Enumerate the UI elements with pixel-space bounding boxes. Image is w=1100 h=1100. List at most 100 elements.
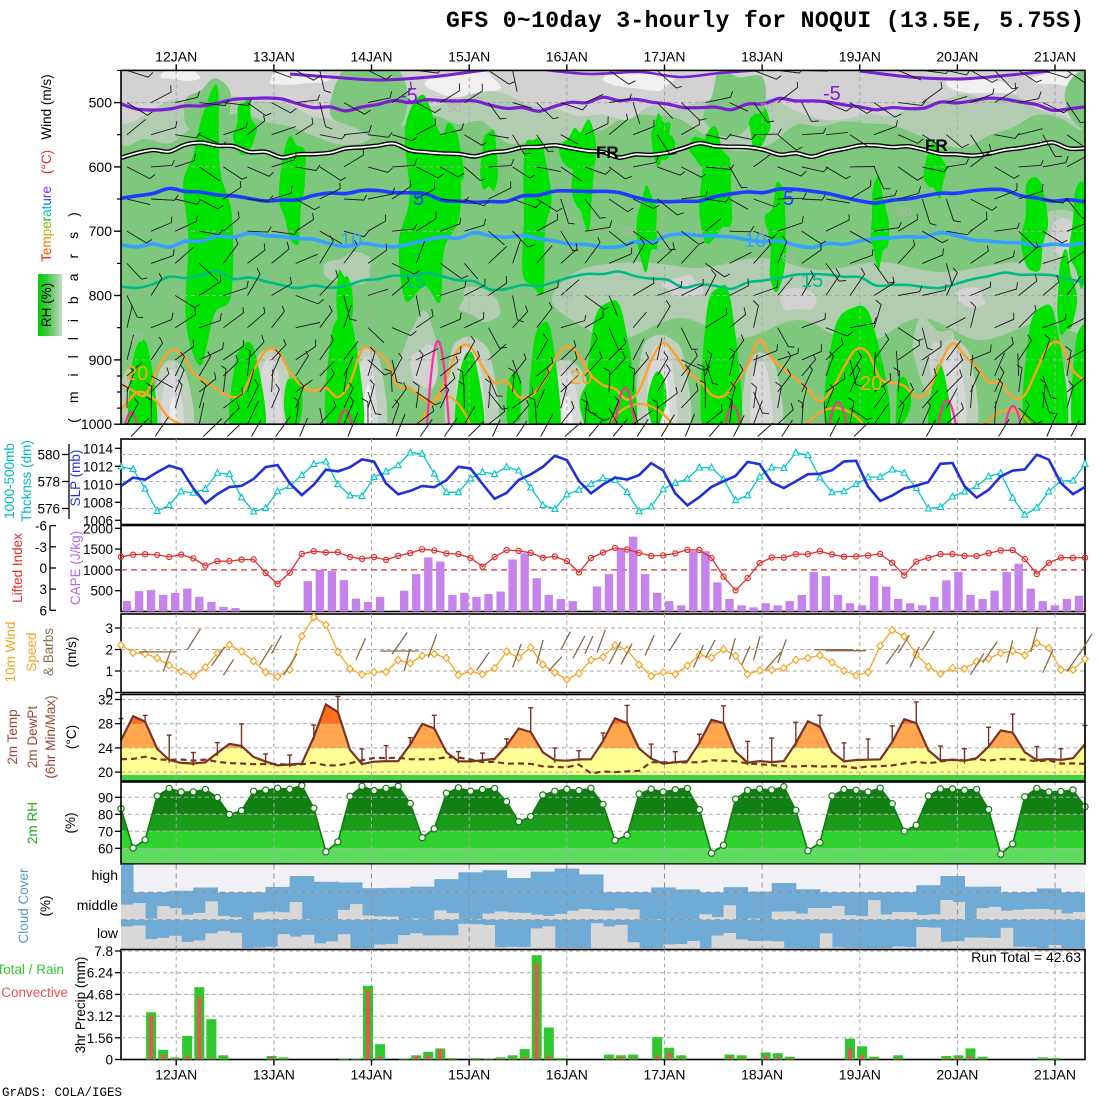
svg-text:21JAN: 21JAN bbox=[1034, 48, 1076, 64]
svg-text:low: low bbox=[97, 925, 119, 941]
svg-text:FR: FR bbox=[596, 143, 619, 162]
svg-text:90: 90 bbox=[782, 251, 796, 265]
svg-text:90: 90 bbox=[898, 205, 912, 219]
svg-text:(6hr Min/Max): (6hr Min/Max) bbox=[43, 695, 58, 778]
svg-text:14JAN: 14JAN bbox=[350, 1067, 392, 1083]
svg-text:2000: 2000 bbox=[83, 521, 113, 536]
svg-text:3hr Precip (mm): 3hr Precip (mm) bbox=[73, 957, 88, 1054]
svg-text:600: 600 bbox=[89, 159, 113, 175]
svg-text:(°C): (°C) bbox=[64, 725, 79, 749]
svg-text:15: 15 bbox=[801, 270, 823, 292]
svg-text:-6: -6 bbox=[35, 519, 47, 534]
svg-text:FR: FR bbox=[925, 136, 948, 155]
svg-text:14JAN: 14JAN bbox=[350, 48, 392, 64]
svg-text:1000: 1000 bbox=[81, 416, 112, 432]
svg-text:0: 0 bbox=[39, 561, 47, 576]
svg-text:24: 24 bbox=[98, 741, 114, 756]
svg-text:high: high bbox=[92, 867, 118, 883]
svg-text:3: 3 bbox=[105, 621, 113, 636]
svg-text:576: 576 bbox=[37, 502, 60, 517]
svg-text:1006: 1006 bbox=[83, 513, 113, 528]
svg-text:1012: 1012 bbox=[83, 459, 113, 474]
svg-text:-5: -5 bbox=[400, 85, 418, 107]
svg-text:1: 1 bbox=[105, 664, 113, 679]
svg-text:0: 0 bbox=[105, 686, 113, 701]
svg-text:1014: 1014 bbox=[83, 441, 114, 456]
svg-text:Lifted Index: Lifted Index bbox=[10, 533, 25, 603]
svg-text:90: 90 bbox=[98, 790, 113, 805]
svg-text:10: 10 bbox=[744, 230, 766, 252]
svg-text:(m/s): (m/s) bbox=[64, 637, 79, 668]
svg-text:Temperature: Temperature bbox=[39, 186, 54, 262]
svg-text:900: 900 bbox=[89, 352, 113, 368]
svg-text:2m RH: 2m RH bbox=[25, 802, 40, 844]
svg-text:-3: -3 bbox=[35, 540, 47, 555]
svg-text:(millibars): (millibars) bbox=[65, 197, 81, 423]
svg-text:Speed: Speed bbox=[24, 632, 39, 671]
svg-text:2m DewPt: 2m DewPt bbox=[25, 706, 40, 769]
svg-text:500: 500 bbox=[89, 95, 113, 111]
svg-text:15: 15 bbox=[404, 271, 426, 293]
svg-text:7.8: 7.8 bbox=[94, 944, 113, 959]
svg-text:32: 32 bbox=[98, 693, 113, 708]
svg-text:2: 2 bbox=[105, 643, 113, 658]
svg-text:700: 700 bbox=[89, 223, 113, 239]
svg-text:1010: 1010 bbox=[83, 477, 113, 492]
svg-text:(°C): (°C) bbox=[39, 150, 54, 174]
svg-text:19JAN: 19JAN bbox=[839, 48, 881, 64]
svg-text:70: 70 bbox=[760, 101, 774, 115]
svg-text:10: 10 bbox=[340, 230, 362, 252]
svg-text:(%): (%) bbox=[63, 813, 78, 834]
svg-text:Cloud Cover: Cloud Cover bbox=[16, 868, 31, 944]
svg-text:2m Temp: 2m Temp bbox=[5, 709, 20, 764]
svg-text:15JAN: 15JAN bbox=[448, 48, 490, 64]
svg-text:70: 70 bbox=[620, 225, 634, 239]
svg-text:& Barbs: & Barbs bbox=[41, 628, 56, 676]
svg-text:15JAN: 15JAN bbox=[448, 1067, 490, 1083]
svg-text:16JAN: 16JAN bbox=[546, 1067, 588, 1083]
svg-text:20: 20 bbox=[98, 765, 113, 780]
svg-text:10m Wind: 10m Wind bbox=[3, 622, 18, 683]
svg-text:17JAN: 17JAN bbox=[643, 48, 685, 64]
svg-text:-5: -5 bbox=[823, 83, 841, 105]
svg-text:13JAN: 13JAN bbox=[253, 48, 295, 64]
svg-text:6: 6 bbox=[39, 603, 47, 618]
svg-text:Wind (m/s): Wind (m/s) bbox=[39, 74, 54, 139]
svg-text:1008: 1008 bbox=[83, 495, 113, 510]
svg-text:70: 70 bbox=[130, 331, 144, 345]
svg-text:1.56: 1.56 bbox=[87, 1031, 113, 1046]
svg-text:18JAN: 18JAN bbox=[741, 48, 783, 64]
svg-text:6.24: 6.24 bbox=[87, 966, 114, 981]
svg-text:21JAN: 21JAN bbox=[1034, 1067, 1076, 1083]
svg-text:SLP (mb): SLP (mb) bbox=[68, 450, 83, 507]
svg-text:17JAN: 17JAN bbox=[643, 1067, 685, 1083]
svg-text:4.68: 4.68 bbox=[87, 987, 113, 1002]
svg-text:Convective: Convective bbox=[1, 985, 68, 1000]
svg-text:1000: 1000 bbox=[83, 563, 113, 578]
svg-text:12JAN: 12JAN bbox=[155, 48, 197, 64]
svg-text:3: 3 bbox=[39, 582, 47, 597]
svg-text:5: 5 bbox=[413, 188, 424, 210]
svg-text:20: 20 bbox=[126, 363, 148, 385]
svg-text:70: 70 bbox=[98, 824, 113, 839]
svg-text:800: 800 bbox=[89, 288, 113, 304]
svg-text:580: 580 bbox=[37, 448, 60, 463]
svg-text:1000-500mb: 1000-500mb bbox=[2, 443, 17, 519]
svg-text:Run Total = 42.63: Run Total = 42.63 bbox=[971, 949, 1081, 965]
svg-text:RH (%): RH (%) bbox=[39, 283, 54, 327]
svg-text:1500: 1500 bbox=[83, 542, 113, 557]
svg-text:70: 70 bbox=[560, 289, 574, 303]
svg-text:12JAN: 12JAN bbox=[155, 1067, 197, 1083]
svg-text:20: 20 bbox=[860, 373, 882, 395]
svg-text:0: 0 bbox=[105, 1053, 113, 1068]
svg-text:20JAN: 20JAN bbox=[936, 1067, 978, 1083]
svg-text:20JAN: 20JAN bbox=[936, 48, 978, 64]
svg-text:Thcknss (dm): Thcknss (dm) bbox=[19, 440, 34, 522]
svg-text:16JAN: 16JAN bbox=[546, 48, 588, 64]
svg-text:578: 578 bbox=[37, 475, 60, 490]
svg-text:5: 5 bbox=[783, 188, 794, 210]
svg-text:50: 50 bbox=[448, 101, 462, 115]
svg-text:80: 80 bbox=[98, 807, 113, 822]
svg-text:(%): (%) bbox=[38, 896, 53, 917]
svg-text:18JAN: 18JAN bbox=[741, 1067, 783, 1083]
